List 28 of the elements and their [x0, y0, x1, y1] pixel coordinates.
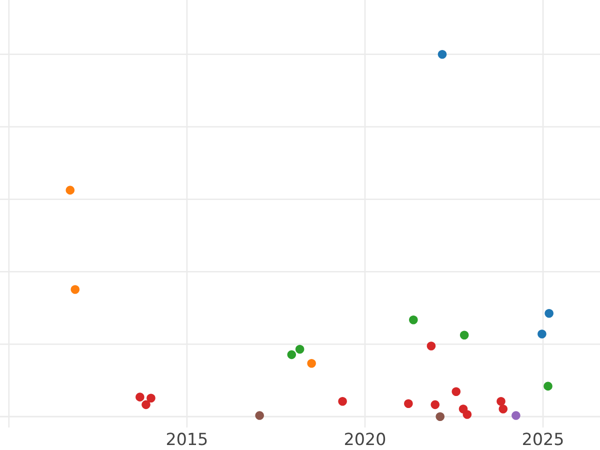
point — [538, 330, 546, 338]
x-tick-label: 2015 — [166, 432, 207, 446]
point — [426, 342, 436, 350]
x-tick-label: 2020 — [345, 432, 386, 446]
point — [66, 186, 75, 195]
point — [436, 412, 445, 422]
point — [438, 50, 447, 59]
point — [409, 316, 418, 324]
point — [287, 350, 296, 360]
point — [295, 344, 304, 354]
point — [496, 397, 506, 406]
point — [512, 411, 520, 420]
point — [136, 392, 144, 402]
point — [460, 330, 469, 340]
point — [142, 400, 150, 410]
point — [462, 410, 472, 419]
point — [404, 399, 413, 408]
point — [430, 400, 440, 410]
x-tick-label: 2025 — [523, 432, 563, 446]
point — [255, 411, 264, 420]
point — [452, 387, 461, 396]
point — [498, 404, 508, 414]
point — [544, 308, 554, 318]
point — [307, 358, 316, 368]
point — [544, 382, 552, 391]
point — [70, 285, 80, 294]
point — [146, 394, 156, 403]
point — [338, 397, 347, 406]
